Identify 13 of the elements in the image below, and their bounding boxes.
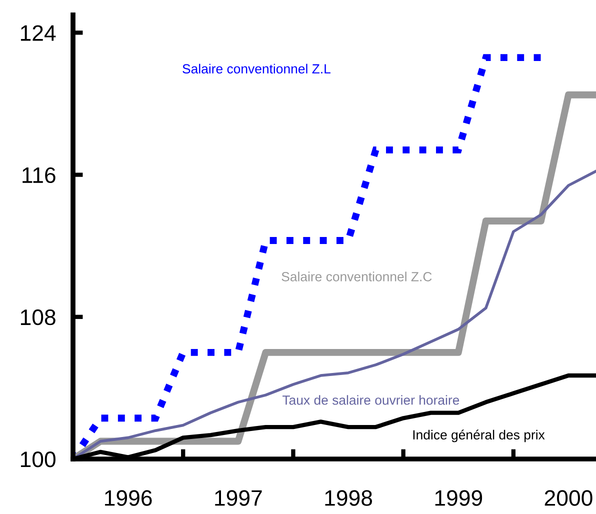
series-label: Indice général des prix — [413, 430, 545, 442]
x-tick-label: 1997 — [215, 490, 262, 506]
x-tick-label: 1999 — [435, 490, 482, 506]
y-tick-label: 124 — [20, 25, 56, 41]
text: Salaire conventionnel Z.L — [182, 64, 330, 74]
series-label: Taux de salaire ouvrier horaire — [282, 395, 460, 405]
x-tick-label: 1996 — [105, 490, 152, 506]
y-tick-label: 108 — [20, 309, 56, 326]
x-tick-label: 1998 — [325, 490, 372, 506]
x-tick-label: 2000 — [544, 490, 592, 506]
y-tick-label: 116 — [22, 167, 56, 184]
y-tick-label: 100 — [20, 452, 56, 468]
text: Salaire conventionnel Z.C — [282, 272, 432, 282]
